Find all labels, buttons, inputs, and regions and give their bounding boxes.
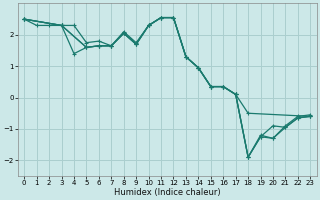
X-axis label: Humidex (Indice chaleur): Humidex (Indice chaleur) <box>114 188 220 197</box>
